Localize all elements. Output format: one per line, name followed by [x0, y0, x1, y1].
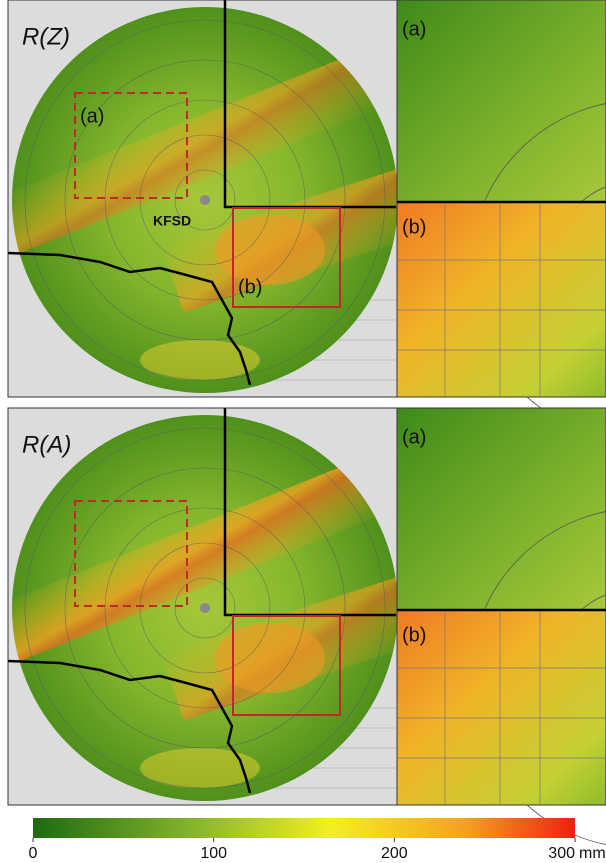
inset-a-label: (a): [402, 426, 426, 448]
colorbar-tick-label: 300: [548, 845, 575, 862]
inset-a-label: (a): [402, 18, 426, 40]
inset-b-label: (b): [402, 216, 426, 238]
map-panel: R(Z) KFSD (a) (b) (a) (b): [0, 0, 606, 440]
colorbar-tick-label: 0: [29, 845, 38, 862]
inset-b: [397, 610, 606, 805]
box-a-label: (a): [80, 105, 104, 127]
radar-site: [200, 603, 210, 613]
panel-title: R(A): [22, 431, 71, 458]
colorbar-unit: mm: [579, 845, 606, 862]
inset-b-label: (b): [402, 624, 426, 646]
colorbar-tick-label: 200: [381, 845, 408, 862]
rain-cell: [215, 623, 325, 693]
radar-site: [200, 195, 210, 205]
rain-cell: [215, 215, 325, 285]
station-label: KFSD: [153, 213, 191, 229]
map-panel: R(A) (a) (b): [0, 408, 606, 848]
colorbar-tick-label: 100: [200, 845, 227, 862]
colorbar: [33, 818, 575, 838]
panel-title: R(Z): [22, 23, 70, 50]
figure: R(Z) KFSD (a) (b) (a) (b) R(A) (a) (b) 0 100 200 300…: [0, 0, 606, 863]
box-b-label: (b): [238, 276, 262, 298]
inset-b: [397, 202, 606, 397]
